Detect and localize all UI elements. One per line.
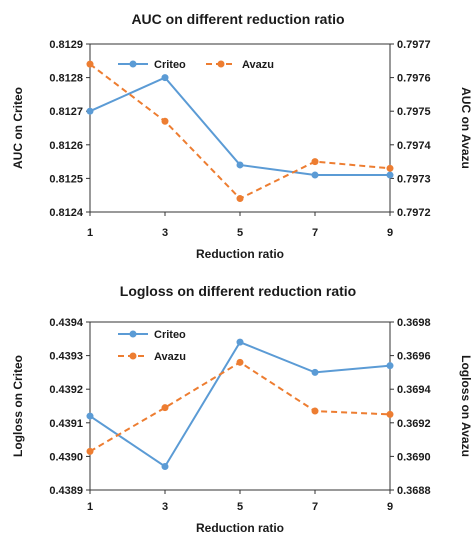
auc-series [86, 60, 394, 203]
y-tick-label: 0.4390 [49, 451, 83, 463]
auc-x-axis-ticks: 1 3 5 7 9 [87, 212, 393, 239]
y-tick-label: 0.3696 [397, 351, 431, 363]
y-tick-label: 0.8128 [49, 73, 83, 85]
data-point-criteo [236, 338, 244, 346]
y-tick-label: 0.8127 [49, 106, 83, 118]
data-point-criteo [311, 171, 319, 179]
x-tick-label: 5 [237, 501, 243, 513]
y-tick-label: 0.7977 [397, 39, 431, 51]
x-tick-label: 7 [312, 227, 318, 239]
auc-right-axis-label: AUC on Avazu [459, 87, 473, 169]
data-point-avazu [161, 404, 169, 412]
legend-swatch-marker [129, 60, 137, 68]
x-tick-label: 5 [237, 227, 243, 239]
auc-chart: AUC on different reduction ratio 0.81240… [11, 11, 473, 261]
y-tick-label: 0.4393 [49, 351, 83, 363]
legend-swatch-marker [129, 352, 137, 360]
y-tick-label: 0.3694 [397, 384, 432, 396]
data-point-criteo [161, 74, 169, 82]
logloss-right-axis-ticks: 0.3688 0.3690 0.3692 0.3694 0.3696 0.3698 [390, 317, 432, 497]
data-point-avazu [311, 407, 319, 415]
y-tick-label: 0.3698 [397, 317, 431, 329]
legend-swatch-marker [217, 60, 225, 68]
auc-left-axis-label: AUC on Criteo [11, 87, 25, 169]
y-tick-label: 0.3690 [397, 451, 431, 463]
x-tick-label: 9 [387, 227, 393, 239]
y-tick-label: 0.4392 [49, 384, 83, 396]
y-tick-label: 0.7974 [397, 140, 432, 152]
logloss-x-axis-ticks: 1 3 5 7 9 [87, 490, 393, 513]
legend-label-criteo: Criteo [154, 59, 186, 71]
data-point-avazu [386, 410, 394, 418]
x-tick-label: 7 [312, 501, 318, 513]
logloss-series [86, 338, 394, 470]
y-tick-label: 0.8125 [49, 173, 83, 185]
y-tick-label: 0.8124 [49, 207, 84, 219]
series-line-avazu [89, 361, 391, 453]
logloss-legend: Criteo Avazu [118, 329, 186, 363]
y-tick-label: 0.7972 [397, 207, 431, 219]
x-tick-label: 1 [87, 501, 93, 513]
series-line-criteo [89, 76, 390, 177]
data-point-criteo [311, 368, 319, 376]
y-tick-label: 0.7976 [397, 73, 431, 85]
logloss-x-axis-label: Reduction ratio [196, 521, 284, 535]
y-tick-label: 0.3692 [397, 418, 431, 430]
data-point-criteo [386, 362, 394, 370]
y-tick-label: 0.3688 [397, 485, 431, 497]
x-tick-label: 3 [162, 227, 168, 239]
auc-plot-frame [89, 43, 391, 213]
logloss-left-axis-label: Logloss on Criteo [11, 355, 25, 457]
x-tick-label: 3 [162, 501, 168, 513]
auc-x-axis-label: Reduction ratio [196, 247, 284, 261]
legend-label-avazu: Avazu [154, 351, 186, 363]
legend-swatch-marker [129, 330, 137, 338]
y-tick-label: 0.4394 [49, 317, 84, 329]
data-point-avazu [311, 158, 319, 166]
auc-left-axis-ticks: 0.8124 0.8125 0.8126 0.8127 0.8128 0.8129 [49, 39, 90, 219]
data-point-criteo [86, 107, 94, 115]
auc-legend: Criteo Avazu [118, 59, 274, 71]
x-tick-label: 9 [387, 501, 393, 513]
data-point-avazu [386, 164, 394, 172]
data-point-avazu [161, 117, 169, 125]
legend-label-criteo: Criteo [154, 329, 186, 341]
data-point-criteo [386, 171, 394, 179]
data-point-criteo [236, 161, 244, 169]
y-tick-label: 0.8126 [49, 140, 83, 152]
auc-right-axis-ticks: 0.7972 0.7973 0.7974 0.7975 0.7976 0.7977 [390, 39, 432, 219]
data-point-avazu [236, 195, 244, 203]
y-tick-label: 0.7973 [397, 173, 431, 185]
logloss-chart: Logloss on different reduction ratio 0.4… [11, 283, 473, 535]
auc-chart-title: AUC on different reduction ratio [131, 11, 344, 27]
data-point-avazu [236, 358, 244, 366]
y-tick-label: 0.4391 [49, 418, 83, 430]
y-tick-label: 0.8129 [49, 39, 83, 51]
legend-label-avazu: Avazu [242, 59, 274, 71]
y-tick-label: 0.7975 [397, 106, 431, 118]
logloss-plot-frame [89, 321, 391, 491]
x-tick-label: 1 [87, 227, 93, 239]
logloss-right-axis-label: Logloss on Avazu [459, 355, 473, 457]
y-tick-label: 0.4389 [49, 485, 83, 497]
data-point-criteo [161, 462, 169, 470]
data-point-criteo [86, 412, 94, 420]
series-line-avazu [89, 63, 391, 200]
logloss-chart-title: Logloss on different reduction ratio [120, 283, 356, 299]
logloss-left-axis-ticks: 0.4389 0.4390 0.4391 0.4392 0.4393 0.4394 [49, 317, 90, 497]
data-point-avazu [86, 447, 94, 455]
data-point-avazu [86, 60, 94, 68]
